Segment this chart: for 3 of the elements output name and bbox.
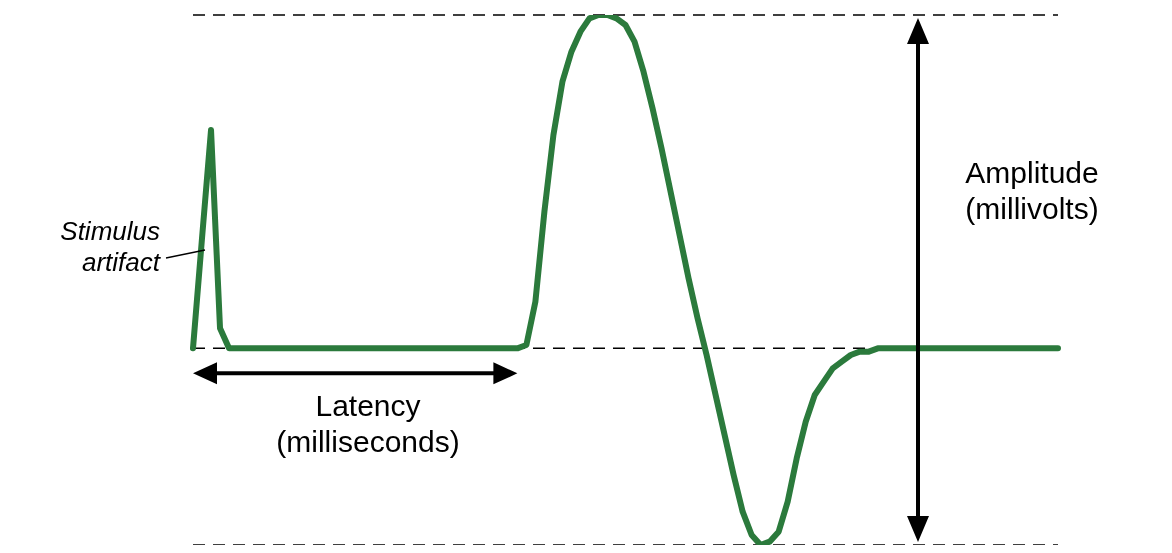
annotation: Amplitude (millivolts)	[965, 156, 1099, 225]
text: Stimulus artifact	[60, 216, 162, 278]
annotation: Latency (milliseconds)	[276, 389, 460, 458]
